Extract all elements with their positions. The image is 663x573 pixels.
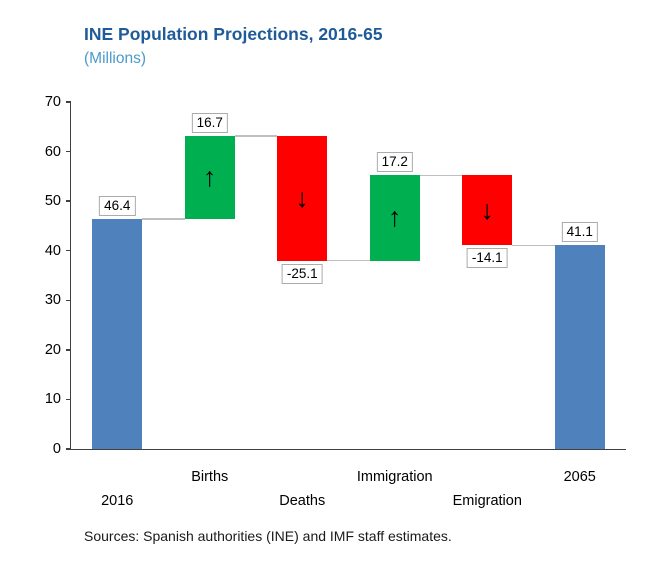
y-axis-tick-mark	[66, 150, 71, 153]
bar-value-label: 46.4	[99, 195, 136, 216]
connector-line	[234, 135, 278, 137]
up-arrow-icon: ↑	[203, 162, 217, 193]
page-title: INE Population Projections, 2016-65	[84, 24, 383, 44]
y-axis-tick-label: 30	[44, 292, 61, 309]
plot-area: 0 10 20 30 40 50 60 70 46.4 2016 ↑ 16.7 Births ↓ -25.1…	[45, 94, 626, 509]
y-axis-tick-label: 70	[44, 94, 61, 110]
up-arrow-icon: ↑	[388, 202, 402, 233]
y-axis-tick-label: 10	[44, 391, 61, 408]
bar-2065	[554, 245, 605, 449]
y-axis-tick-mark	[66, 200, 71, 202]
y-axis-tick-label: 40	[44, 242, 61, 259]
down-arrow-icon: ↓	[480, 194, 495, 225]
y-axis-tick-mark	[66, 448, 71, 450]
y-axis-tick-mark	[66, 299, 71, 302]
down-arrow-icon: ↓	[295, 182, 310, 213]
source-note: Sources: Spanish authorities (INE) and I…	[84, 528, 452, 544]
bar-value-label: -25.1	[281, 263, 323, 284]
category-label: Emigration	[452, 493, 522, 509]
bar-2016	[92, 218, 143, 449]
bar-deaths: ↓	[277, 136, 328, 261]
bar-value-label: 17.2	[376, 152, 413, 173]
y-axis-tick-label: 20	[44, 341, 61, 358]
bar-value-label: 41.1	[561, 222, 598, 243]
chart-subtitle: (Millions)	[84, 50, 146, 67]
y-axis-tick-label: 50	[44, 193, 61, 210]
y-axis-tick-mark	[66, 349, 71, 351]
bar-immigration: ↑	[369, 175, 420, 261]
connector-line	[512, 244, 555, 246]
category-label: 2065	[563, 469, 596, 485]
y-axis-tick-mark	[66, 398, 71, 401]
category-label: Births	[191, 469, 229, 485]
bar-value-label: 16.7	[191, 113, 228, 134]
connector-line	[327, 259, 370, 262]
bar-births: ↑	[184, 136, 235, 219]
category-label: Immigration	[356, 469, 433, 485]
connector-line	[142, 218, 185, 220]
connector-line	[419, 174, 463, 177]
y-axis-tick-mark	[66, 249, 71, 252]
bar-value-label: -14.1	[466, 248, 508, 269]
category-label: Deaths	[279, 493, 326, 509]
bar-emigration: ↓	[462, 175, 513, 246]
category-label: 2016	[101, 493, 134, 509]
y-axis-tick-label: 0	[52, 441, 61, 457]
y-axis-tick-label: 60	[44, 143, 61, 160]
y-axis-tick-mark	[66, 101, 71, 103]
